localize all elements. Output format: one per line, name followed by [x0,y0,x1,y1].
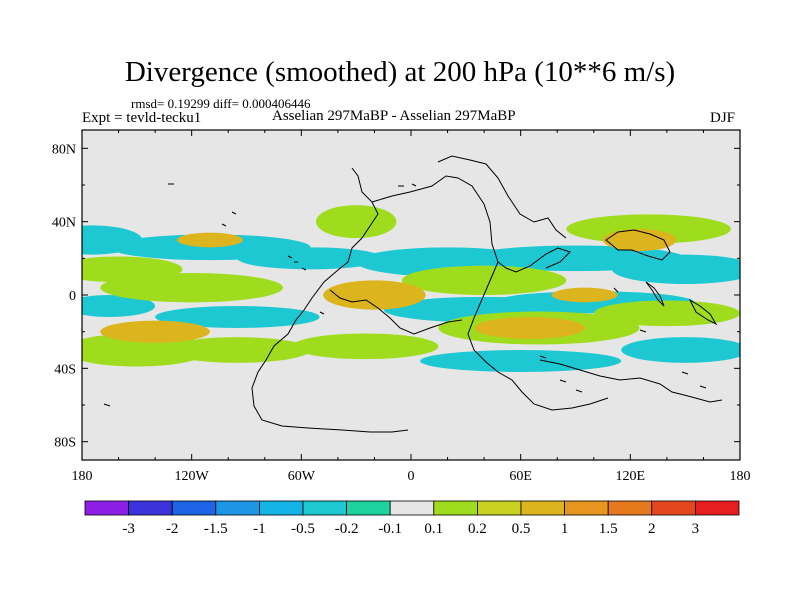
colorbar-label-11: 1.5 [599,521,618,537]
coastline-pangaea-west [329,289,463,335]
colorbar-box-12 [607,500,653,516]
contour-region-13 [100,273,284,303]
y-tick-label-2: 0 [69,289,76,304]
contour-region-22 [100,320,210,343]
colorbar-label-12: 2 [648,521,656,537]
center-label: Asselian 297MaBP - Asselian 297MaBP [272,108,516,124]
contour-region-20 [593,300,740,327]
contour-region-2 [237,247,384,270]
contour-region-15 [164,337,311,363]
colorbar-box-1 [128,500,173,516]
contour-region-8 [420,350,622,372]
contour-region-21 [292,333,439,360]
coastline-north-america [251,167,409,433]
x-axis: 180 120W 60W 0 60E 120E 180 [72,130,751,484]
colorbar-label-0: -3 [122,521,135,537]
coastline-cathaysia [497,247,571,273]
contour-region-27 [551,287,618,303]
colorbar: -3 -2 -1.5 -1 -0.5 -0.2 -0.1 0.1 0.2 0.5 1 1.5 2 3 [84,500,740,537]
y-tick-label-1: 40N [52,216,76,231]
coastlines [103,155,723,433]
colorbar-label-5: -0.2 [335,521,359,537]
contour-region-11 [155,306,320,328]
x-tick-label-6: 180 [730,469,751,484]
colorbar-label-13: 3 [692,521,700,537]
colorbar-box-8 [433,500,478,516]
colorbar-label-1: -2 [166,521,179,537]
colorbar-box-7 [389,500,435,516]
coastline-gondwana-east [371,175,609,411]
contour-region-16 [315,205,397,239]
contour-region-25 [602,229,677,251]
x-tick-label-3: 0 [408,469,415,484]
chart-title: Divergence (smoothed) at 200 hPa (10**6 … [124,56,676,88]
colorbar-box-11 [564,500,609,516]
contour-region-10 [82,295,156,317]
colorbar-box-0 [84,500,129,516]
colorbar-box-14 [695,500,740,516]
colorbar-label-6: -0.1 [378,521,402,537]
colorbar-label-7: 0.1 [424,521,443,537]
x-tick-label-5: 120E [616,469,646,484]
colorbar-box-9 [476,500,522,516]
contour-region-23 [323,280,426,310]
colorbar-label-3: -1 [253,521,266,537]
contour-region-26 [177,232,243,248]
colorbar-box-4 [258,500,304,516]
coastline-south-gondwana [539,359,723,403]
contour-region-5 [612,254,740,284]
contour-region-17 [401,265,567,296]
y-tick-label-0: 80N [52,142,76,157]
colorbar-box-3 [215,500,260,516]
coastline-siberia [437,155,567,239]
coastline-tethys-islands [605,229,671,261]
colorbar-label-10: 1 [561,521,569,537]
colorbar-label-9: 0.5 [512,521,531,537]
field-layer [82,205,740,372]
colorbar-box-10 [520,500,565,516]
x-tick-label-1: 120W [175,469,210,484]
x-tick-label-4: 60E [509,469,532,484]
colorbar-box-2 [171,500,217,516]
season-label: DJF [710,110,736,126]
x-tick-label-2: 60W [288,469,316,484]
contour-region-24 [474,317,585,339]
coastline-fragments [103,183,707,407]
y-tick-label-3: 40S [54,362,76,377]
colorbar-label-2: -1.5 [204,521,228,537]
y-tick-label-4: 80S [54,436,76,451]
contour-region-9 [621,337,740,363]
colorbar-label-8: 0.2 [468,521,487,537]
coastline-east-islands [645,281,718,326]
colorbar-label-4: -0.5 [291,521,315,537]
x-tick-label-0: 180 [72,469,93,484]
colorbar-box-5 [302,500,347,516]
colorbar-box-6 [346,500,391,516]
experiment-label: Expt = tevld-tecku1 [82,110,202,126]
y-axis: 80N 40N 0 40S 80S [52,142,740,451]
contour-region-14 [82,333,210,367]
stats-line: rmsd= 0.19299 diff= 0.000406446 [131,96,311,111]
colorbar-box-13 [651,500,696,516]
